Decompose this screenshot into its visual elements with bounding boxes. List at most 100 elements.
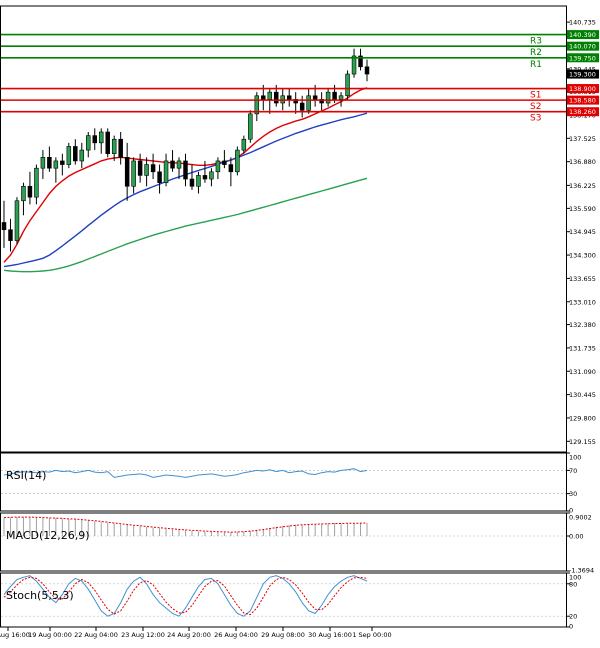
time-tick-label: 30 Aug 16:00 <box>308 631 352 639</box>
level-price-tag-label: 138.580 <box>569 97 596 105</box>
macd-label: MACD(12,26,9) <box>6 529 90 542</box>
candle-body <box>338 95 344 100</box>
indicator-tick-label: 100 <box>569 574 581 582</box>
price-tick-label: 131.735 <box>569 344 596 352</box>
candle-body <box>124 157 130 187</box>
candle-body <box>1 222 7 231</box>
price-tick-label: 130.445 <box>569 391 596 399</box>
candle-body <box>66 146 72 165</box>
price-tick-label: 133.655 <box>569 275 596 283</box>
level-price-tag-label: 138.900 <box>569 85 596 93</box>
price-tick-label: 140.735 <box>569 19 596 27</box>
indicator-tick-label: 0 <box>569 623 573 631</box>
candle-body <box>60 160 65 165</box>
indicator-tick-label: 70 <box>569 467 577 475</box>
candle-body <box>163 160 169 183</box>
price-tick-label: 136.225 <box>569 182 596 190</box>
level-price-tag-label: 139.750 <box>569 54 596 62</box>
level-price-tag <box>567 41 599 51</box>
candle-body <box>325 91 331 104</box>
candle-body <box>202 175 208 180</box>
indicator-tick-label: 20 <box>569 613 577 621</box>
candle-body <box>150 164 156 173</box>
candle-body <box>274 91 279 104</box>
indicator-tick-label: 100 <box>569 454 581 462</box>
time-tick-label: 16 Aug 16:00 <box>0 631 30 639</box>
indicator-tick-label: 0.00 <box>569 533 583 541</box>
candle-body <box>222 160 227 165</box>
candle-body <box>79 149 85 162</box>
candle-body <box>14 200 20 241</box>
indicator-tick-label: 80 <box>569 580 577 588</box>
level-price-tag <box>567 107 599 117</box>
level-price-tag <box>567 84 599 94</box>
level-label-r1: R1 <box>530 60 542 70</box>
candle-body <box>27 185 33 198</box>
price-tick-label: 139.445 <box>569 65 596 73</box>
ma-line <box>3 177 368 273</box>
price-tick-label: 133.010 <box>569 298 596 306</box>
macd-pane-frame <box>0 512 567 572</box>
level-label-r3: R3 <box>530 37 542 47</box>
candle-body <box>209 171 214 180</box>
rsi-label: RSI(14) <box>6 469 46 482</box>
candle-body <box>286 95 292 100</box>
candle-body <box>118 138 123 158</box>
time-tick-label: 26 Aug 04:00 <box>214 631 258 639</box>
candle-body <box>176 160 182 169</box>
indicator-tick-label: 0 <box>569 507 573 515</box>
candle-body <box>170 160 175 169</box>
price-tick-label: 129.155 <box>569 438 596 446</box>
level-price-tag <box>567 30 599 40</box>
price-tick-label: 136.880 <box>569 158 596 166</box>
indicator-tick-label: -1.3694 <box>569 567 594 575</box>
candle-body <box>137 160 143 176</box>
candle-body <box>131 160 136 187</box>
price-tick-label: 135.590 <box>569 205 596 213</box>
candle-body <box>86 135 91 151</box>
stoch-signal-line <box>3 576 368 616</box>
candle-body <box>34 167 39 198</box>
price-tick-label: 134.945 <box>569 228 596 236</box>
time-tick-label: 23 Aug 12:00 <box>121 631 165 639</box>
candle-body <box>261 95 266 100</box>
candle-body <box>157 171 162 183</box>
candle-body <box>345 73 350 97</box>
candle-body <box>299 102 305 111</box>
level-label-s3: S3 <box>530 114 541 124</box>
candle-body <box>92 135 97 144</box>
candle-body <box>248 113 253 140</box>
candle-body <box>312 95 318 100</box>
rsi-line <box>3 468 368 478</box>
time-tick-label: 1 Sep 00:00 <box>352 631 391 639</box>
stoch-main-line <box>3 575 368 617</box>
candle-body <box>241 138 247 151</box>
time-tick-label: 29 Aug 08:00 <box>261 631 305 639</box>
time-tick-label: 19 Aug 00:00 <box>28 631 72 639</box>
price-tick-label: 132.380 <box>569 321 596 329</box>
candle-body <box>144 164 149 176</box>
main-chart-frame <box>0 5 567 453</box>
current-price-tag <box>567 69 599 79</box>
candle-body <box>183 160 188 180</box>
candle-body <box>111 138 117 155</box>
candle-body <box>40 157 46 169</box>
candle-body <box>47 157 52 169</box>
time-tick-label: 22 Aug 04:00 <box>74 631 118 639</box>
candle-body <box>364 66 370 75</box>
candle-body <box>228 164 234 173</box>
macd-signal-line <box>3 516 368 533</box>
level-price-tag-label: 138.260 <box>569 108 596 116</box>
level-label-s2: S2 <box>530 102 541 112</box>
candle-body <box>98 131 104 144</box>
candle-body <box>53 160 59 169</box>
candle-body <box>306 95 311 111</box>
candle-body <box>254 95 260 115</box>
price-tick-label: 137.525 <box>569 135 596 143</box>
candle-body <box>21 185 26 202</box>
candle-body <box>8 229 13 241</box>
candle-body <box>189 178 195 187</box>
candle-body <box>215 160 221 173</box>
candle-body <box>105 131 110 155</box>
